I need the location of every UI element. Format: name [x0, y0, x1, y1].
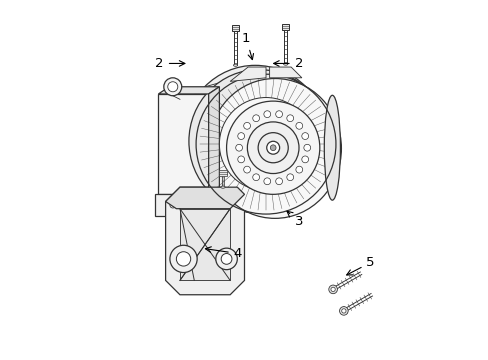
Text: 2: 2	[155, 57, 184, 70]
Circle shape	[330, 287, 335, 292]
Polygon shape	[158, 87, 219, 94]
Circle shape	[286, 174, 293, 181]
Circle shape	[270, 145, 276, 150]
FancyBboxPatch shape	[158, 94, 208, 194]
Circle shape	[339, 307, 347, 315]
Circle shape	[258, 133, 287, 163]
Polygon shape	[165, 187, 244, 295]
Circle shape	[219, 98, 312, 191]
Polygon shape	[194, 78, 237, 94]
Text: 5: 5	[346, 256, 374, 275]
Polygon shape	[208, 87, 219, 194]
Polygon shape	[180, 209, 230, 280]
Circle shape	[295, 122, 302, 129]
Circle shape	[328, 285, 337, 294]
Ellipse shape	[194, 71, 330, 214]
Ellipse shape	[324, 95, 340, 200]
Ellipse shape	[233, 64, 237, 66]
Circle shape	[264, 178, 270, 185]
Polygon shape	[269, 67, 301, 78]
Circle shape	[301, 156, 308, 163]
Circle shape	[237, 156, 244, 163]
Circle shape	[252, 174, 259, 181]
Polygon shape	[282, 24, 289, 30]
Circle shape	[295, 166, 302, 173]
Ellipse shape	[221, 186, 224, 188]
Circle shape	[303, 144, 310, 151]
Circle shape	[215, 248, 237, 270]
Polygon shape	[155, 194, 215, 216]
Polygon shape	[230, 67, 265, 81]
Polygon shape	[231, 25, 239, 31]
Circle shape	[341, 309, 346, 313]
Circle shape	[286, 115, 293, 122]
Circle shape	[266, 141, 279, 154]
Circle shape	[243, 166, 250, 173]
Circle shape	[237, 133, 244, 139]
Circle shape	[275, 111, 282, 118]
Circle shape	[167, 82, 178, 92]
Circle shape	[221, 253, 231, 264]
Circle shape	[191, 202, 197, 208]
Circle shape	[264, 111, 270, 118]
Text: 2: 2	[273, 57, 303, 70]
Ellipse shape	[208, 78, 341, 219]
Polygon shape	[219, 170, 226, 176]
Circle shape	[252, 115, 259, 122]
Circle shape	[235, 144, 242, 151]
Circle shape	[247, 122, 298, 174]
Circle shape	[169, 245, 197, 273]
Circle shape	[169, 202, 175, 208]
Ellipse shape	[188, 69, 328, 213]
Text: 1: 1	[242, 32, 253, 60]
Circle shape	[301, 133, 308, 139]
Circle shape	[176, 252, 190, 266]
Ellipse shape	[283, 63, 287, 65]
Text: 3: 3	[286, 211, 303, 228]
Text: 4: 4	[205, 247, 242, 260]
Polygon shape	[165, 187, 244, 209]
Circle shape	[163, 78, 182, 96]
Circle shape	[275, 178, 282, 185]
Circle shape	[243, 122, 250, 129]
Circle shape	[226, 101, 319, 194]
Ellipse shape	[183, 65, 326, 212]
